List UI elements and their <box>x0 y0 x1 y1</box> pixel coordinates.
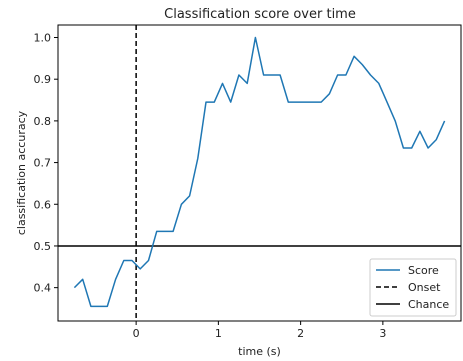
y-tick-label: 0.4 <box>34 282 52 295</box>
score-series-line <box>73 36 446 308</box>
y-tick-label: 0.7 <box>34 157 52 170</box>
y-tick-label: 0.6 <box>34 198 52 211</box>
legend-onset-label: Onset <box>408 281 441 294</box>
chart-title: Classification score over time <box>164 7 356 22</box>
x-tick-label: 1 <box>215 327 222 340</box>
legend: Score Onset Chance <box>369 258 457 317</box>
legend-chance-label: Chance <box>408 298 449 311</box>
plot-frame <box>57 24 462 322</box>
plot-area <box>58 25 461 321</box>
legend-score-label: Score <box>408 264 439 277</box>
x-axis-label: time (s) <box>238 345 281 358</box>
axis-ticks: 0 1 2 3 0.4 0.5 0.6 0.7 0.8 0.9 1.0 <box>34 32 387 340</box>
x-tick-label: 3 <box>379 327 386 340</box>
legend-box <box>369 258 457 317</box>
y-tick-label: 0.8 <box>34 115 52 128</box>
x-tick-label: 2 <box>297 327 304 340</box>
y-axis-label: classification accuracy <box>15 110 28 235</box>
y-tick-label: 1.0 <box>34 32 52 45</box>
x-tick-label: 0 <box>133 327 140 340</box>
y-tick-label: 0.9 <box>34 73 52 86</box>
y-tick-label: 0.5 <box>34 240 52 253</box>
